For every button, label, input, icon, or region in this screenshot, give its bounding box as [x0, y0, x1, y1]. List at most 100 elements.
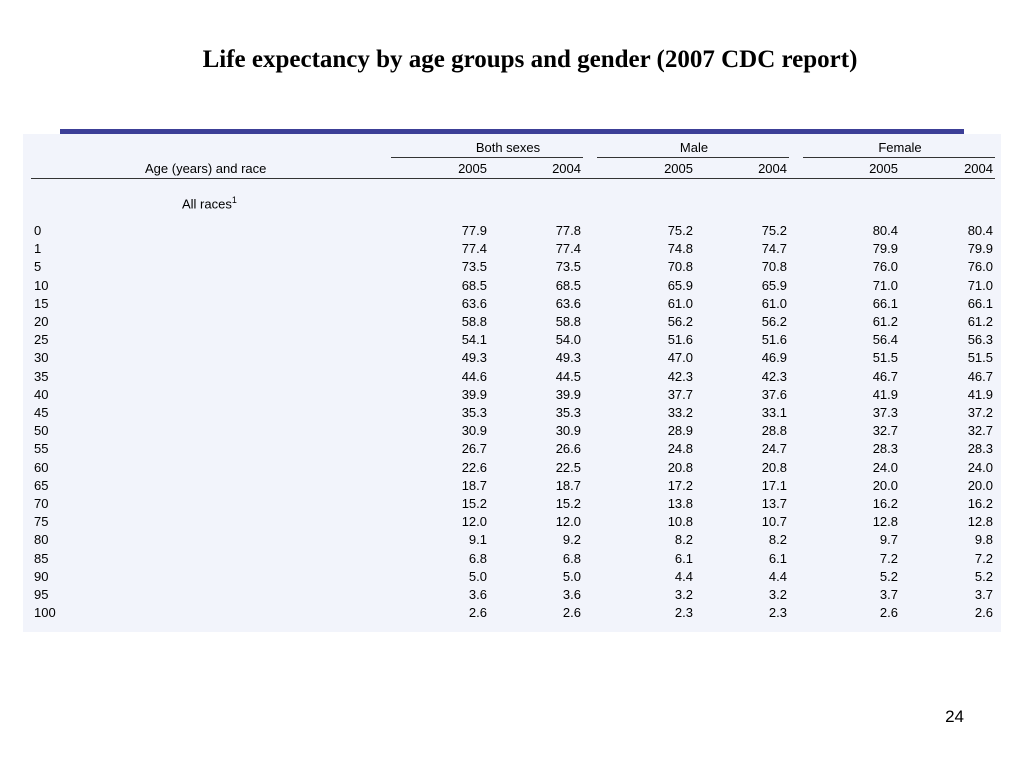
group-header-male: Male: [679, 140, 709, 155]
table-cell: 80.4: [967, 223, 993, 238]
table-cell: 2.6: [879, 605, 898, 621]
table-cell: 54.0: [555, 332, 581, 348]
table-cell: 51.5: [872, 350, 898, 366]
table-cell: 3.6: [468, 587, 487, 602]
table-cell: 68.5: [461, 277, 487, 293]
table-cell: 37.6: [761, 386, 787, 402]
table-cell: 30.9: [461, 423, 487, 439]
table-cell: 70.8: [761, 259, 787, 275]
table-cell: 49.3: [461, 350, 487, 366]
row-age-label: 95: [34, 587, 49, 602]
table-cell: 22.6: [461, 459, 487, 475]
row-age-label: 45: [34, 405, 49, 420]
table-cell: 66.1: [872, 295, 898, 311]
table-cell: 7.2: [974, 550, 993, 566]
table-cell: 24.7: [761, 441, 787, 457]
row-age-label: 85: [34, 550, 49, 566]
table-cell: 5.0: [562, 568, 581, 584]
table-cell: 4.4: [674, 568, 693, 584]
group-underline-female: [803, 157, 995, 158]
table-cell: 37.3: [872, 405, 898, 420]
table-cell: 41.9: [967, 386, 993, 402]
table-cell: 47.0: [667, 350, 693, 366]
row-age-label: 90: [34, 568, 49, 584]
table-cell: 2.6: [562, 605, 581, 621]
footnote-marker: 1: [231, 195, 237, 205]
table-cell: 2.3: [768, 605, 787, 621]
table-cell: 32.7: [967, 423, 993, 439]
group-header-both-sexes: Both sexes: [475, 140, 541, 155]
table-cell: 28.3: [872, 441, 898, 457]
table-cell: 18.7: [555, 477, 581, 493]
table-cell: 42.3: [667, 368, 693, 384]
table-cell: 58.8: [555, 314, 581, 329]
year-header: 2004: [552, 161, 581, 176]
table-cell: 79.9: [967, 241, 993, 257]
life-expectancy-table: Both sexes Male Female Age (years) and r…: [23, 134, 1001, 632]
table-cell: 77.8: [555, 223, 581, 238]
table-cell: 28.8: [761, 423, 787, 439]
table-cell: 37.7: [667, 386, 693, 402]
table-cell: 20.8: [667, 459, 693, 475]
table-cell: 74.8: [667, 241, 693, 257]
table-cell: 20.8: [761, 459, 787, 475]
table-cell: 77.4: [461, 241, 487, 257]
table-cell: 70.8: [667, 259, 693, 275]
table-cell: 56.2: [761, 314, 787, 329]
table-cell: 61.0: [761, 295, 787, 311]
table-cell: 75.2: [667, 223, 693, 238]
year-header: 2005: [869, 161, 898, 176]
table-cell: 20.0: [872, 477, 898, 493]
table-cell: 37.2: [967, 405, 993, 420]
table-cell: 56.2: [667, 314, 693, 329]
table-cell: 63.6: [555, 295, 581, 311]
table-cell: 12.8: [967, 514, 993, 530]
table-cell: 68.5: [555, 277, 581, 293]
table-cell: 26.6: [555, 441, 581, 457]
table-cell: 5.2: [974, 568, 993, 584]
table-cell: 28.3: [967, 441, 993, 457]
row-age-label: 55: [34, 441, 49, 457]
year-header: 2005: [664, 161, 693, 176]
row-age-label: 20: [34, 314, 49, 329]
row-age-label: 80: [34, 532, 49, 548]
table-cell: 8.2: [768, 532, 787, 548]
table-cell: 20.0: [967, 477, 993, 493]
table-cell: 54.1: [461, 332, 487, 348]
table-cell: 39.9: [555, 386, 581, 402]
table-cell: 7.2: [879, 550, 898, 566]
table-cell: 3.2: [674, 587, 693, 602]
row-age-label: 1: [34, 241, 42, 257]
table-cell: 33.2: [667, 405, 693, 420]
table-cell: 42.3: [761, 368, 787, 384]
table-cell: 65.9: [667, 277, 693, 293]
row-age-label: 70: [34, 496, 49, 511]
row-age-label: 0: [34, 223, 42, 238]
group-header-female: Female: [878, 140, 922, 155]
table-cell: 44.6: [461, 368, 487, 384]
table-cell: 61.0: [667, 295, 693, 311]
table-cell: 51.6: [667, 332, 693, 348]
table-cell: 6.8: [468, 550, 487, 566]
table-cell: 33.1: [761, 405, 787, 420]
table-cell: 4.4: [768, 568, 787, 584]
table-cell: 2.3: [674, 605, 693, 621]
table-cell: 77.9: [461, 223, 487, 238]
table-cell: 16.2: [967, 496, 993, 511]
table-cell: 46.9: [761, 350, 787, 366]
table-cell: 80.4: [872, 223, 898, 238]
table-cell: 61.2: [872, 314, 898, 329]
year-header: 2005: [458, 161, 487, 176]
table-cell: 76.0: [967, 259, 993, 275]
row-age-label: 65: [34, 477, 49, 493]
row-age-label: 40: [34, 386, 49, 402]
table-cell: 51.6: [761, 332, 787, 348]
table-cell: 26.7: [461, 441, 487, 457]
table-cell: 12.0: [461, 514, 487, 530]
row-age-label: 100: [34, 605, 56, 621]
group-underline-male: [597, 157, 789, 158]
row-age-label: 60: [34, 459, 49, 475]
table-cell: 9.2: [562, 532, 581, 548]
table-cell: 3.7: [879, 587, 898, 602]
table-cell: 35.3: [461, 405, 487, 420]
